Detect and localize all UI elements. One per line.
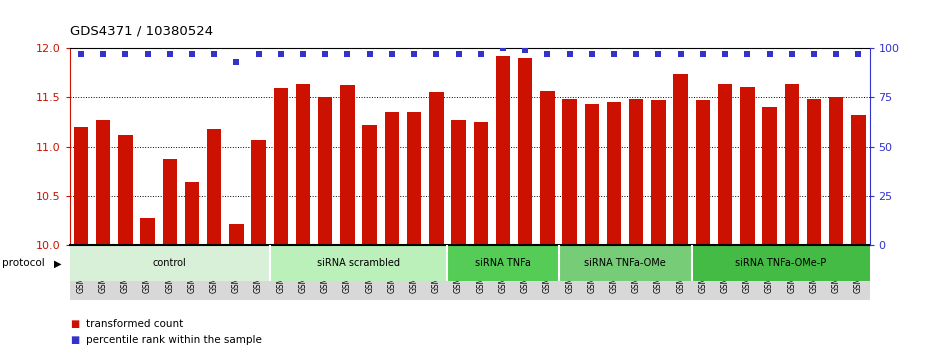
Bar: [340, 85, 354, 245]
Text: ▶: ▶: [54, 258, 61, 268]
Bar: [207, 129, 221, 245]
Bar: [785, 84, 799, 245]
Bar: [407, 112, 421, 245]
Bar: [118, 135, 132, 245]
Bar: [363, 125, 377, 245]
Text: siRNA TNFa-OMe: siRNA TNFa-OMe: [584, 258, 666, 268]
Text: siRNA TNFa: siRNA TNFa: [475, 258, 531, 268]
Text: GDS4371 / 10380524: GDS4371 / 10380524: [70, 24, 213, 37]
Bar: [651, 100, 666, 245]
Bar: [692, 245, 870, 281]
Bar: [273, 88, 288, 245]
Bar: [585, 104, 599, 245]
Bar: [829, 97, 844, 245]
Text: transformed count: transformed count: [86, 319, 184, 329]
Bar: [673, 74, 688, 245]
Bar: [559, 245, 692, 281]
Bar: [718, 84, 732, 245]
Bar: [807, 99, 821, 245]
Bar: [163, 160, 177, 245]
Bar: [540, 91, 554, 245]
Bar: [496, 56, 511, 245]
Text: percentile rank within the sample: percentile rank within the sample: [86, 335, 262, 345]
Text: control: control: [153, 258, 187, 268]
Bar: [473, 122, 488, 245]
Bar: [185, 182, 199, 245]
Bar: [451, 120, 466, 245]
Bar: [140, 218, 154, 245]
Bar: [318, 97, 332, 245]
Bar: [629, 99, 644, 245]
Bar: [607, 102, 621, 245]
Bar: [385, 112, 399, 245]
Bar: [270, 245, 447, 281]
Bar: [518, 58, 532, 245]
Bar: [251, 140, 266, 245]
Text: ■: ■: [70, 319, 79, 329]
Bar: [73, 127, 88, 245]
Bar: [447, 245, 559, 281]
Bar: [296, 84, 311, 245]
Text: siRNA scrambled: siRNA scrambled: [317, 258, 400, 268]
Bar: [851, 115, 866, 245]
Bar: [740, 87, 754, 245]
Bar: [563, 99, 577, 245]
Bar: [229, 224, 244, 245]
Text: siRNA TNFa-OMe-P: siRNA TNFa-OMe-P: [735, 258, 827, 268]
Bar: [763, 107, 777, 245]
Bar: [429, 92, 444, 245]
Bar: [96, 120, 111, 245]
Text: protocol: protocol: [2, 258, 45, 268]
Text: ■: ■: [70, 335, 79, 345]
Bar: [70, 245, 270, 281]
Bar: [696, 100, 711, 245]
